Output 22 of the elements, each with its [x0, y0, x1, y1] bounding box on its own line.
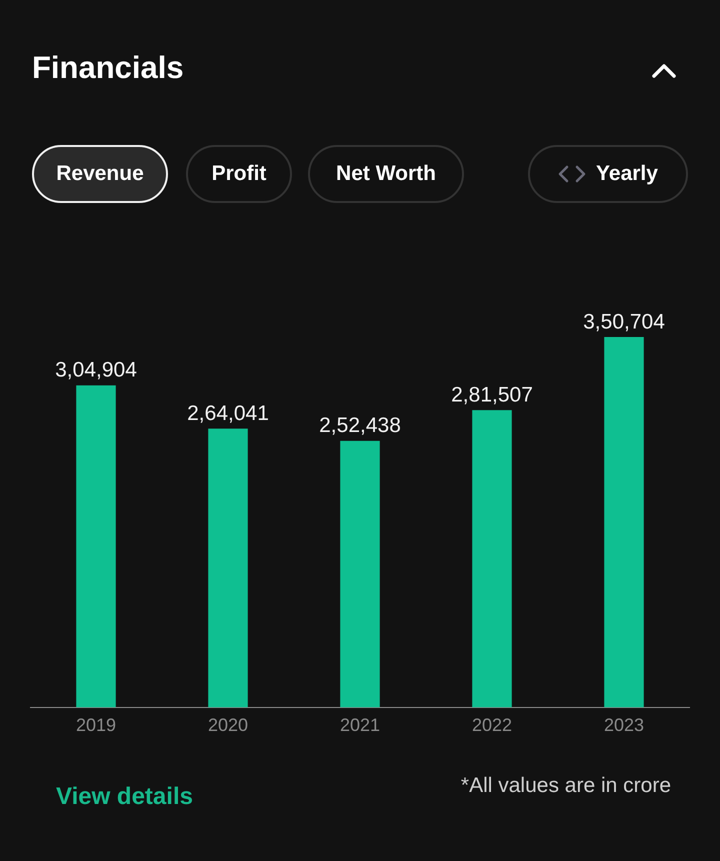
chart-title: Financials	[32, 50, 184, 86]
text: Net Worth	[308, 145, 464, 203]
text: View details	[56, 783, 193, 811]
text: *All values are in crore	[460, 774, 671, 798]
bar	[340, 440, 380, 708]
x-tick-label: 2023	[604, 715, 644, 736]
bar	[76, 385, 116, 708]
x-tick-label: 2020	[208, 715, 248, 736]
data-label: 2,64,041	[187, 402, 269, 425]
text: Yearly	[596, 162, 658, 186]
data-label: 2,81,507	[451, 383, 533, 406]
x-tick-label: 2019	[76, 715, 116, 736]
text: Profit	[186, 145, 292, 203]
text: Revenue	[32, 145, 168, 203]
bar	[604, 337, 644, 708]
x-tick-label: 2021	[340, 715, 380, 736]
data-label: 3,04,904	[55, 358, 138, 382]
data-label: 2,52,438	[319, 414, 401, 438]
bar	[472, 410, 512, 708]
bar	[208, 428, 248, 708]
data-label: 3,50,704	[583, 310, 666, 334]
x-tick-label: 2022	[472, 715, 512, 736]
